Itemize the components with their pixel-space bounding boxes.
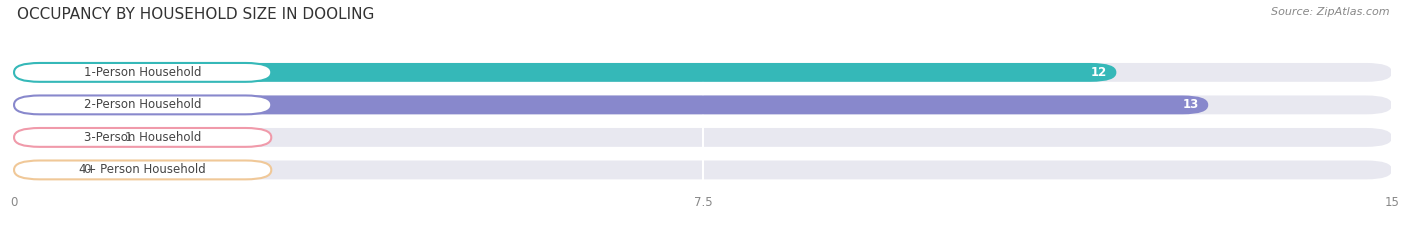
- FancyBboxPatch shape: [14, 96, 271, 114]
- FancyBboxPatch shape: [14, 161, 271, 179]
- Text: 1: 1: [124, 131, 132, 144]
- Text: 1-Person Household: 1-Person Household: [84, 66, 201, 79]
- Text: OCCUPANCY BY HOUSEHOLD SIZE IN DOOLING: OCCUPANCY BY HOUSEHOLD SIZE IN DOOLING: [17, 7, 374, 22]
- Text: 12: 12: [1091, 66, 1107, 79]
- Text: 2-Person Household: 2-Person Household: [84, 98, 201, 111]
- Text: 13: 13: [1182, 98, 1199, 111]
- FancyBboxPatch shape: [14, 63, 1116, 82]
- FancyBboxPatch shape: [14, 161, 1392, 179]
- FancyBboxPatch shape: [14, 96, 1392, 114]
- FancyBboxPatch shape: [14, 63, 271, 82]
- FancyBboxPatch shape: [14, 96, 1208, 114]
- FancyBboxPatch shape: [14, 128, 105, 147]
- FancyBboxPatch shape: [14, 161, 65, 179]
- FancyBboxPatch shape: [14, 128, 1392, 147]
- FancyBboxPatch shape: [14, 63, 1392, 82]
- Text: 0: 0: [83, 163, 90, 176]
- Text: 4+ Person Household: 4+ Person Household: [79, 163, 207, 176]
- Text: 3-Person Household: 3-Person Household: [84, 131, 201, 144]
- Text: Source: ZipAtlas.com: Source: ZipAtlas.com: [1271, 7, 1389, 17]
- FancyBboxPatch shape: [14, 128, 271, 147]
